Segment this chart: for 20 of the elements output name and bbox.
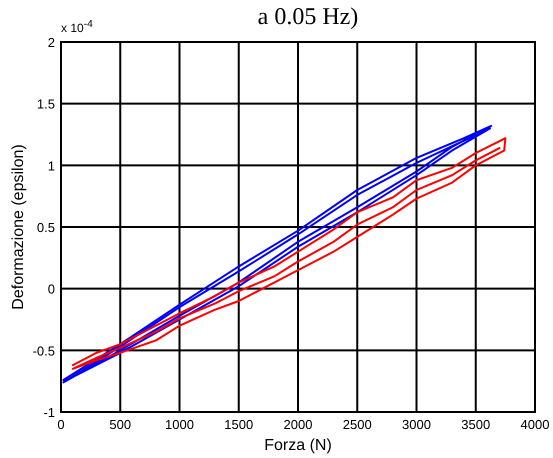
- text: x 10$^{-4}$: [61, 18, 94, 35]
- y-tick-label: 0.5: [36, 220, 55, 235]
- y-axis-title: Deformazione (epsilon): [10, 144, 27, 310]
- y-tick-label: 0: [48, 282, 55, 297]
- x-tick-label: 2000: [284, 417, 312, 432]
- y-tick-label: -1: [43, 405, 55, 420]
- x-tick-label: 1500: [224, 417, 254, 432]
- x-tick-label: 2500: [342, 417, 372, 432]
- x-axis-title: Forza (N): [264, 437, 332, 454]
- x-tick-label: 3000: [402, 417, 431, 432]
- x-tick-label: 3500: [461, 417, 490, 432]
- x-tick-label: 0: [57, 417, 65, 432]
- x-tick-label: 500: [109, 417, 132, 432]
- chart-title: a 0.05 Hz): [258, 4, 358, 30]
- y-tick-label: 2: [48, 35, 55, 50]
- x-tick-label: 1000: [165, 417, 194, 432]
- y-tick-label: 1: [48, 158, 55, 174]
- y-tick-label: -0.5: [32, 343, 55, 358]
- y-tick-label: 1.5: [36, 96, 55, 112]
- x-tick-label: 4000: [520, 417, 550, 432]
